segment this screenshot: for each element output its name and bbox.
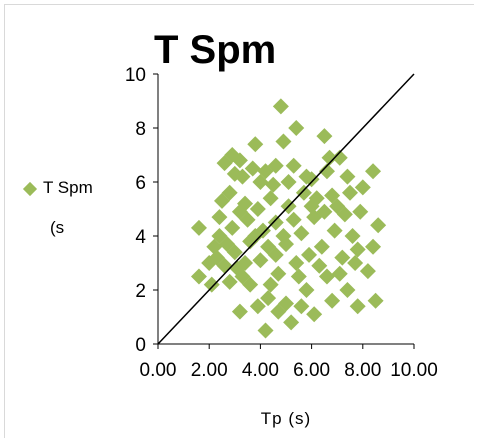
- data-point: [190, 268, 207, 285]
- data-point: [280, 174, 297, 190]
- data-point: [211, 228, 228, 244]
- x-tick-label: 10.00: [390, 360, 438, 381]
- chart-frame: [4, 4, 474, 438]
- x-tick-label: 2.00: [191, 360, 228, 381]
- data-point: [329, 198, 346, 215]
- data-point: [370, 217, 387, 234]
- data-point: [321, 149, 338, 166]
- data-point: [270, 303, 287, 320]
- data-point: [326, 222, 343, 239]
- data-point: [316, 128, 333, 145]
- data-point: [306, 306, 323, 323]
- data-point: [201, 255, 218, 271]
- data-point: [331, 149, 348, 166]
- data-point: [290, 268, 307, 285]
- data-point: [367, 292, 384, 309]
- data-point: [344, 228, 361, 244]
- data-point: [257, 322, 274, 339]
- data-point: [247, 136, 264, 153]
- data-point: [257, 163, 274, 180]
- data-point: [262, 190, 279, 207]
- data-point: [283, 314, 300, 331]
- data-point: [342, 184, 358, 201]
- data-point: [231, 152, 248, 169]
- data-point: [249, 201, 266, 217]
- data-point: [303, 171, 320, 188]
- data-point: [293, 225, 310, 242]
- legend-label-continued: (s: [50, 218, 65, 237]
- data-point: [254, 222, 271, 239]
- data-point: [365, 163, 382, 180]
- data-point: [285, 211, 302, 228]
- data-point: [275, 133, 292, 150]
- data-point: [334, 249, 351, 266]
- data-point: [249, 298, 266, 315]
- data-point: [272, 98, 289, 115]
- data-point: [288, 255, 305, 271]
- x-tick-label: 4.00: [242, 360, 279, 381]
- y-tick-label: 0: [135, 335, 146, 356]
- legend-label: T Spm: [43, 178, 93, 197]
- data-point: [331, 265, 348, 282]
- data-point: [203, 276, 220, 293]
- data-point: [295, 184, 312, 201]
- data-point: [352, 203, 369, 220]
- data-point: [234, 268, 251, 285]
- data-point: [301, 246, 318, 263]
- data-point: [267, 246, 284, 263]
- data-point: [214, 192, 230, 209]
- data-point: [298, 282, 315, 298]
- data-point: [275, 228, 292, 244]
- data-point: [288, 120, 305, 136]
- axis-ticks: 0 2 4 6 8 10 0.00 2.00 4.00 6.00 8.00 10.00: [125, 65, 438, 381]
- data-point: [211, 209, 228, 226]
- data-point: [293, 298, 310, 315]
- data-point: [359, 263, 376, 280]
- data-point: [270, 265, 287, 282]
- data-point: [224, 219, 241, 236]
- data-point: [262, 276, 279, 293]
- data-point: [221, 273, 238, 290]
- x-axis-label: Tp (s): [261, 409, 311, 428]
- data-point: [285, 157, 302, 174]
- x-tick-label: 6.00: [293, 360, 330, 381]
- data-point: [244, 160, 261, 177]
- data-point: [303, 198, 320, 215]
- x-tick-label: 0.00: [140, 360, 177, 381]
- data-point: [365, 238, 382, 255]
- chart-title: T Spm: [154, 28, 277, 72]
- data-point: [216, 155, 233, 172]
- data-point: [316, 203, 333, 220]
- y-tick-label: 10: [125, 65, 146, 86]
- data-point: [318, 163, 335, 180]
- data-point: [311, 257, 328, 274]
- data-point: [231, 203, 248, 220]
- data-point: [260, 290, 277, 307]
- y-tick-label: 4: [135, 227, 146, 248]
- x-tick-label: 8.00: [344, 360, 381, 381]
- data-point: [231, 303, 248, 320]
- data-point: [313, 238, 330, 255]
- data-point: [318, 268, 335, 285]
- data-point: [339, 168, 356, 185]
- data-point: [339, 282, 356, 298]
- y-tick-label: 6: [135, 173, 146, 194]
- data-point: [190, 219, 207, 236]
- data-point: [247, 228, 264, 244]
- reference-line: [157, 73, 415, 345]
- y-tick-label: 8: [135, 119, 146, 140]
- y-tick-label: 2: [135, 281, 146, 302]
- data-points: [190, 98, 387, 339]
- data-point: [347, 255, 364, 271]
- data-point: [267, 214, 284, 231]
- data-point: [349, 241, 366, 258]
- data-point: [324, 292, 341, 309]
- data-point: [349, 298, 366, 315]
- data-point: [252, 252, 269, 269]
- data-point: [237, 255, 254, 271]
- data-point: [265, 176, 282, 193]
- data-point: [226, 165, 243, 182]
- data-point: [354, 179, 371, 196]
